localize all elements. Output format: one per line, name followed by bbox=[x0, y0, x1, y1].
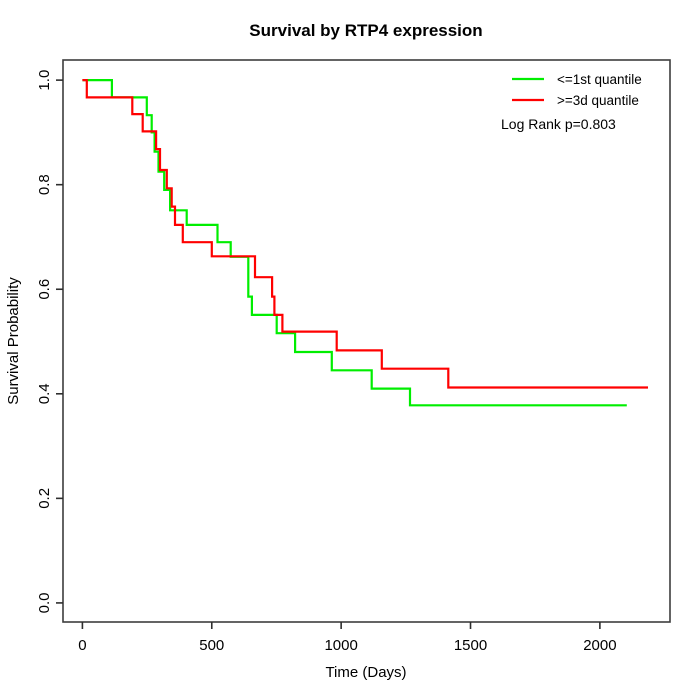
logrank-annotation: Log Rank p=0.803 bbox=[501, 116, 616, 132]
x-tick-label-0: 0 bbox=[78, 637, 86, 654]
y-tick-label-2: 0.4 bbox=[36, 383, 53, 404]
legend: <=1st quantile >=3d quantile Log Rank p=… bbox=[501, 72, 642, 132]
legend-label-high-expression: >=3d quantile bbox=[557, 93, 639, 108]
y-tick-label-4: 0.8 bbox=[36, 174, 53, 195]
chart-title: Survival by RTP4 expression bbox=[249, 21, 482, 40]
y-axis: 0.0 0.2 0.4 0.6 0.8 1.0 bbox=[36, 70, 63, 613]
y-axis-label: Survival Probability bbox=[5, 277, 22, 405]
x-tick-label-4: 2000 bbox=[583, 637, 616, 654]
x-tick-label-3: 1500 bbox=[454, 637, 487, 654]
plot-border bbox=[62, 59, 671, 623]
x-axis-label: Time (Days) bbox=[325, 664, 406, 681]
km-curve-low-expression bbox=[82, 79, 627, 407]
y-tick-label-5: 1.0 bbox=[36, 70, 53, 91]
x-axis: 0 500 1000 1500 2000 bbox=[78, 622, 617, 654]
km-curve-high-expression bbox=[82, 79, 648, 389]
y-tick-label-0: 0.0 bbox=[36, 592, 53, 613]
legend-label-low-expression: <=1st quantile bbox=[557, 72, 642, 87]
km-curves bbox=[82, 79, 648, 407]
y-tick-label-3: 0.6 bbox=[36, 279, 53, 300]
x-tick-label-2: 1000 bbox=[324, 637, 357, 654]
y-tick-label-1: 0.2 bbox=[36, 488, 53, 509]
x-tick-label-1: 500 bbox=[199, 637, 224, 654]
